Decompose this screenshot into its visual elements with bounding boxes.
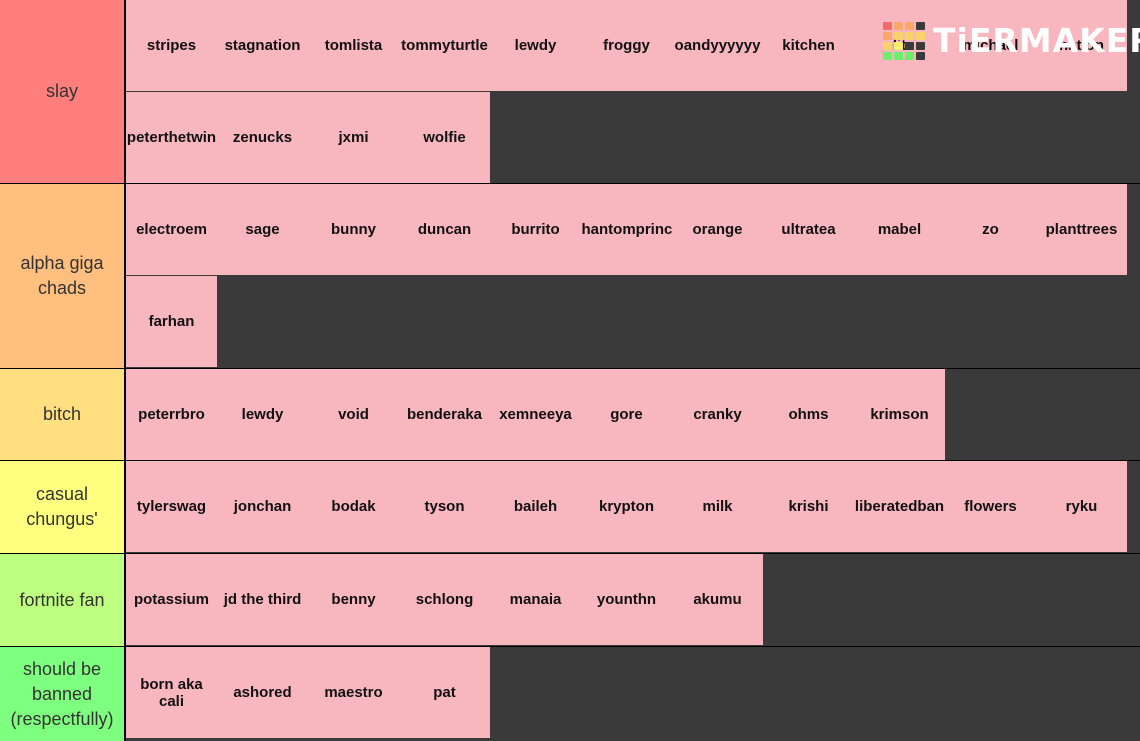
tier-item[interactable]: jonchan — [217, 461, 308, 552]
tier-row: alpha giga chads electroem sage bunny duncan… — [0, 184, 1140, 368]
tier-items-area[interactable]: stripes stagnation tomlista tommyturtle lewd… — [126, 0, 1140, 183]
tier-row: fortnite fan potassium jd the third benny sc… — [0, 554, 1140, 646]
tier-item[interactable]: bunny — [308, 184, 399, 275]
tier-item[interactable]: jxmi — [308, 92, 399, 183]
tier-row: bitch peterrbro lewdy void benderaka xemneeya… — [0, 369, 1140, 460]
logo-grid-cell — [883, 42, 892, 50]
tier-item[interactable]: wolfie — [399, 92, 490, 183]
tier-item[interactable]: gore — [581, 369, 672, 460]
tier-item[interactable]: milk — [672, 461, 763, 552]
tier-item[interactable]: zo — [945, 184, 1036, 275]
logo-grid-cell — [905, 42, 914, 50]
tier-item[interactable]: tomlista — [308, 0, 399, 91]
tier-item[interactable]: ohms — [763, 369, 854, 460]
logo-grid-cell — [894, 42, 903, 50]
logo-grid-cell — [905, 32, 914, 40]
tier-items-area[interactable]: tylerswag jonchan bodak tyson baileh krypton m… — [126, 461, 1140, 553]
tier-item[interactable]: benny — [308, 554, 399, 645]
tier-item[interactable]: ultratea — [763, 184, 854, 275]
tier-item[interactable]: mabel — [854, 184, 945, 275]
tier-item[interactable]: stripes — [126, 0, 217, 91]
tier-item[interactable]: tommyturtle — [399, 0, 490, 91]
tier-label[interactable]: bitch — [0, 369, 124, 460]
tier-item[interactable]: potassium — [126, 554, 217, 645]
tier-item[interactable]: electroem — [126, 184, 217, 275]
tier-item[interactable]: peterrbro — [126, 369, 217, 460]
tier-items-area[interactable]: potassium jd the third benny schlong manaia y… — [126, 554, 1140, 646]
tier-item[interactable]: pat — [399, 647, 490, 738]
tier-item[interactable]: maestro — [308, 647, 399, 738]
tier-row: slay stripes stagnation tomlista tommyturtle… — [0, 0, 1140, 183]
tier-item[interactable]: xemneeya — [490, 369, 581, 460]
tier-item[interactable]: stagnation — [217, 0, 308, 91]
tier-item[interactable]: sage — [217, 184, 308, 275]
tier-label[interactable]: alpha giga chads — [0, 184, 124, 368]
tier-item[interactable]: michael — [945, 0, 1036, 91]
tier-item[interactable]: manaia — [490, 554, 581, 645]
tier-label[interactable]: slay — [0, 0, 124, 183]
tier-items-area[interactable]: electroemsagebunnyduncanburritophantompr… — [126, 184, 1140, 368]
tier-label[interactable]: should be banned (respectfully) — [0, 647, 124, 741]
logo-grid-cell — [905, 22, 914, 30]
tier-item[interactable]: born aka cali — [126, 647, 217, 738]
tier-item[interactable]: tyson — [399, 461, 490, 552]
tier-item[interactable]: nation — [1036, 0, 1127, 91]
logo-grid-cell — [894, 32, 903, 40]
logo-grid-cell — [916, 42, 925, 50]
tier-item[interactable]: peterthetwin — [126, 92, 217, 183]
tiermaker-grid-icon — [883, 22, 925, 60]
tier-item[interactable]: krishi — [763, 461, 854, 552]
logo-grid-cell — [883, 52, 892, 60]
tier-row: casual chungus' tylerswag jonchan bodak tyso… — [0, 461, 1140, 553]
tier-item[interactable]: flowers — [945, 461, 1036, 552]
tier-item[interactable]: tylerswag — [126, 461, 217, 552]
tier-label[interactable]: casual chungus' — [0, 461, 124, 553]
tiermaker-logo-text: TiERMAKER — [933, 21, 1140, 60]
tier-items-area[interactable]: peterrbro lewdy void benderaka xemneeya gore c… — [126, 369, 1140, 460]
tier-item[interactable]: jd the third — [217, 554, 308, 645]
tier-item[interactable]: lewdy — [217, 369, 308, 460]
tier-item[interactable]: younthn — [581, 554, 672, 645]
logo-grid-cell — [916, 22, 925, 30]
logo-grid-cell — [916, 52, 925, 60]
tier-items-area[interactable]: born aka cali ashored maestro pat — [126, 647, 1140, 741]
logo-grid-cell — [905, 52, 914, 60]
logo-grid-cell — [894, 52, 903, 60]
tier-row: should be banned (respectfully) born aka … — [0, 647, 1140, 741]
logo-grid-cell — [916, 32, 925, 40]
tier-item[interactable]: benderaka — [399, 369, 490, 460]
tier-item[interactable]: farhan — [126, 276, 217, 367]
tier-item[interactable]: oandyyyyyy — [672, 0, 763, 91]
tier-item[interactable]: liberatedban — [854, 461, 945, 552]
logo-grid-cell — [883, 22, 892, 30]
tier-item[interactable]: krimson — [854, 369, 945, 460]
tier-item[interactable]: ryku — [1036, 461, 1127, 552]
tier-item[interactable]: bodak — [308, 461, 399, 552]
tier-item[interactable]: kitchen — [763, 0, 854, 91]
tier-item[interactable]: planttrees — [1036, 184, 1127, 275]
tier-item[interactable]: cranky — [672, 369, 763, 460]
tier-item[interactable]: void — [308, 369, 399, 460]
tier-item[interactable]: zenucks — [217, 92, 308, 183]
tier-item[interactable]: orange — [672, 184, 763, 275]
tier-item[interactable]: krypton — [581, 461, 672, 552]
logo-grid-cell — [883, 32, 892, 40]
tier-label[interactable]: fortnite fan — [0, 554, 124, 646]
tier-item[interactable]: akumu — [672, 554, 763, 645]
tier-item[interactable]: phantomprince — [581, 184, 672, 275]
tier-item[interactable]: lewdy — [490, 0, 581, 91]
tier-item[interactable]: baileh — [490, 461, 581, 552]
tier-item[interactable]: burrito — [490, 184, 581, 275]
tier-item[interactable]: schlong — [399, 554, 490, 645]
tier-item[interactable]: ashored — [217, 647, 308, 738]
tier-item[interactable]: duncan — [399, 184, 490, 275]
logo-grid-cell — [894, 22, 903, 30]
tiermaker-logo: TiERMAKER — [883, 18, 1140, 64]
tier-item[interactable]: froggy — [581, 0, 672, 91]
